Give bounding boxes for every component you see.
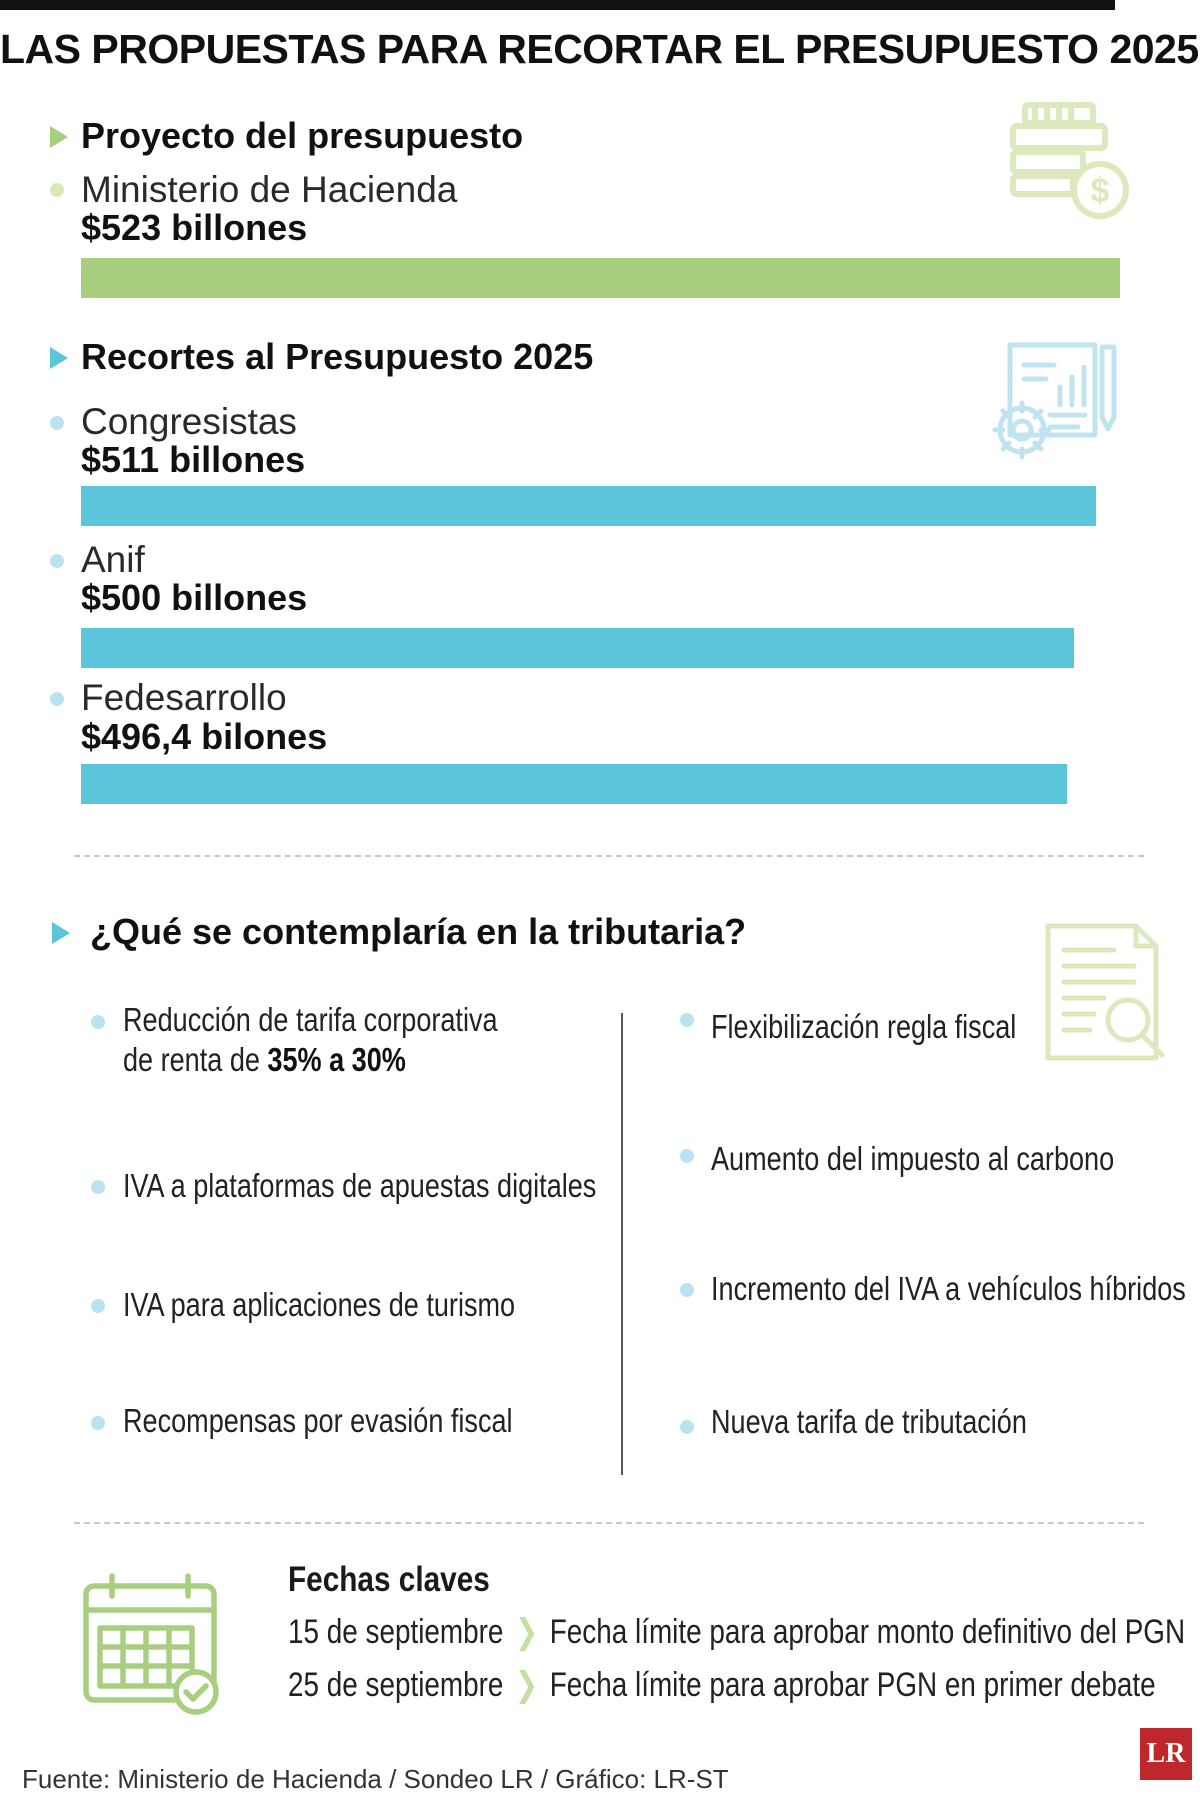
source-label: Anif	[81, 539, 145, 580]
tax-item-line1: Reducción de tarifa corporativa	[123, 1001, 498, 1038]
source-value: $523 billones	[81, 207, 308, 248]
dates-title: Fechas claves	[288, 1560, 490, 1599]
dashed-divider	[74, 1522, 1144, 1524]
tax-item-line2-prefix: de renta de	[123, 1041, 268, 1078]
section-arrow-icon	[52, 922, 70, 944]
source-dot	[50, 554, 64, 568]
tax-heading: ¿Qué se contemplaría en la tributaria?	[90, 911, 747, 952]
tax-item: Recompensas por evasión fiscal	[123, 1402, 513, 1439]
source-value: $511 billones	[81, 439, 306, 480]
list-bullet	[91, 1015, 105, 1029]
section2-heading: Recortes al Presupuesto 2025	[81, 336, 594, 377]
bar-ministerio-de-hacienda	[81, 258, 1120, 298]
tax-item: IVA a plataformas de apuestas digitales	[123, 1167, 597, 1204]
page-title: LAS PROPUESTAS PARA RECORTAR EL PRESUPUE…	[0, 26, 1199, 72]
chevron-right-icon: ❯	[514, 1666, 539, 1704]
source-label: Fedesarrollo	[81, 677, 287, 718]
calendar-check-icon	[83, 1573, 219, 1715]
list-bullet	[91, 1299, 105, 1313]
top-rule	[0, 0, 1115, 10]
report-gear-icon	[992, 342, 1117, 460]
date-description: Fecha límite para aprobar PGN en primer …	[549, 1666, 1156, 1704]
date-label: 15 de septiembre	[288, 1613, 504, 1651]
section-arrow-icon	[50, 126, 68, 148]
list-bullet	[680, 1013, 694, 1027]
list-bullet	[91, 1416, 105, 1430]
tax-item: Reducción de tarifa corporativa de renta…	[123, 1000, 498, 1080]
tax-item: Nueva tarifa de tributación	[711, 1403, 1027, 1440]
source-dot	[50, 416, 64, 430]
tax-item: IVA para aplicaciones de turismo	[123, 1286, 516, 1323]
source-label: Congresistas	[81, 401, 297, 442]
date-description: Fecha límite para aprobar monto definiti…	[549, 1613, 1186, 1651]
section1-heading: Proyecto del presupuesto	[81, 115, 524, 156]
section-arrow-icon	[50, 347, 68, 369]
tax-item-line2-bold: 35% a 30%	[267, 1041, 406, 1078]
list-bullet	[680, 1149, 694, 1163]
date-row: 15 de septiembre ❯ Fecha límite para aprob…	[288, 1612, 1185, 1652]
bar-fedesarrollo	[81, 764, 1067, 804]
svg-text:$: $	[1091, 172, 1110, 210]
bar-congresistas	[81, 486, 1096, 526]
document-search-icon	[1045, 923, 1165, 1061]
source-dot	[50, 183, 64, 197]
list-bullet	[680, 1283, 694, 1297]
source-value: $500 billones	[81, 577, 308, 618]
list-bullet	[680, 1420, 694, 1434]
date-label: 25 de septiembre	[288, 1666, 504, 1704]
source-dot	[50, 692, 64, 706]
tax-item: Flexibilización regla fiscal	[711, 1008, 1017, 1045]
source-label: Ministerio de Hacienda	[81, 169, 458, 210]
column-divider	[621, 1013, 623, 1475]
date-row: 25 de septiembre ❯ Fecha límite para aprob…	[288, 1665, 1156, 1705]
source-credit: Fuente: Ministerio de Hacienda / Sondeo …	[22, 1764, 729, 1794]
chevron-right-icon: ❯	[514, 1613, 539, 1651]
tax-item: Incremento del IVA a vehículos híbridos	[711, 1270, 1186, 1307]
money-stack-icon: $	[1010, 102, 1129, 219]
tax-item: Aumento del impuesto al carbono	[711, 1140, 1115, 1177]
bar-anif	[81, 628, 1074, 668]
lr-logo: LR	[1140, 1728, 1192, 1780]
source-value: $496,4 bilones	[81, 716, 328, 757]
dashed-divider	[74, 855, 1144, 857]
list-bullet	[91, 1180, 105, 1194]
